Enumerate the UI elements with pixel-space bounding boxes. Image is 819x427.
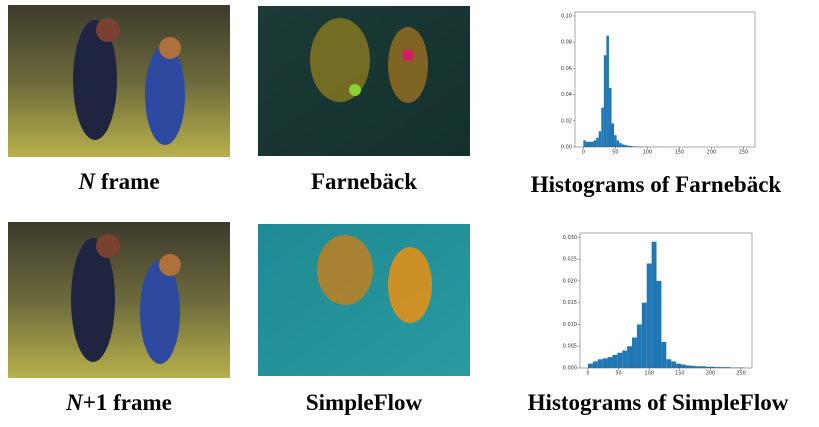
x-tick-label: 50 [615,371,621,377]
histogram-bar [612,123,615,147]
histogram-bar [676,364,681,368]
caption: SimpleFlow [306,390,423,415]
histogram-bar [647,263,652,368]
histogram-bar [622,351,627,368]
y-tick-label: 0.030 [563,235,577,241]
y-tick-label: 0.000 [563,366,577,372]
x-tick-label: 200 [707,150,717,156]
histogram-bar [599,131,602,147]
histogram-bar [622,144,625,147]
histogram-bar [603,358,608,368]
histogram-bar [588,142,591,147]
x-tick-label: 200 [706,371,716,377]
x-tick-label: 0 [586,371,589,377]
histogram-bar [701,366,706,368]
y-tick-label: 0.025 [563,257,577,263]
histogram-bar [588,364,593,368]
histogram-bar [594,140,597,147]
x-tick-label: 150 [675,150,685,156]
histogram-bar [619,143,622,147]
histogram-bar [632,338,637,368]
caption: Histograms of Farnebäck [531,172,782,197]
x-tick-label: 100 [643,150,653,156]
y-tick-label: 0.10 [561,13,572,19]
flow-simpleflow [258,224,470,376]
histogram-bar [617,140,620,147]
histogram-bar [583,140,586,147]
histogram-bar [596,138,599,147]
y-tick-label: 0.015 [563,300,577,306]
histogram-bar [671,361,676,368]
caption: N frame [77,169,159,194]
histogram-bar [691,366,696,368]
caption: Farnebäck [311,169,417,194]
histogram-bar [657,281,662,368]
histogram-bar [637,324,642,368]
histogram-bar [696,366,701,368]
photo-n [8,5,230,157]
x-tick-label: 50 [612,150,618,156]
y-tick-label: 0.06 [561,66,572,72]
y-tick-label: 0.010 [563,322,577,328]
x-tick-label: 250 [739,150,749,156]
histogram-bar [593,361,598,368]
photo-n1 [8,222,230,378]
caption: N+1 frame [65,390,172,415]
histogram-bar [609,88,612,147]
caption: Histograms of SimpleFlow [528,390,789,415]
y-tick-label: 0.08 [561,40,572,46]
figure: N frame Farnebäck Histograms of Farnebäc… [0,0,819,427]
histogram-bar [586,142,589,147]
histogram-bar [591,142,594,147]
histogram-bar [686,365,691,368]
histogram-bar [666,359,671,368]
x-tick-label: 0 [582,150,585,156]
x-tick-label: 100 [644,371,654,377]
histogram-bar [598,359,603,368]
histogram-bar [627,346,632,368]
histogram-bar [606,36,609,147]
histogram-bar [601,108,604,147]
y-tick-label: 0.04 [561,92,572,98]
histogram-bar [614,135,617,147]
y-tick-label: 0.020 [563,278,577,284]
histogram-bar [642,303,647,368]
y-tick-label: 0.005 [563,344,577,350]
histogram-bar [612,355,617,368]
histogram-bar [661,342,666,368]
y-tick-label: 0.02 [561,118,572,124]
y-tick-label: 0.00 [561,145,572,151]
histogram-bar [608,357,613,368]
histogram-bar [624,145,627,147]
histogram-bar [617,353,622,368]
histogram-bar [604,55,607,147]
flow-farneback [258,6,470,156]
histogram-bar [652,242,657,368]
x-tick-label: 150 [675,371,685,377]
histogram-bar [681,365,686,368]
x-tick-label: 250 [736,371,746,377]
